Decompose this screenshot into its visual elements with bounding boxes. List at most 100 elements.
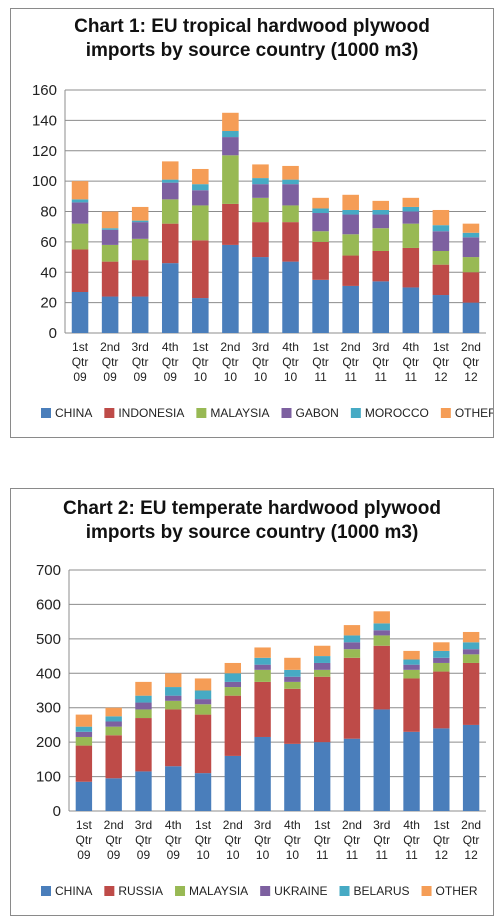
bar-segment-ukraine xyxy=(343,642,361,650)
x-tick-label: Qtr xyxy=(72,355,89,369)
bar-segment-china xyxy=(402,287,420,333)
legend-label-china: CHINA xyxy=(55,406,92,420)
x-tick-label: 1st xyxy=(195,818,212,832)
y-tick-label: 300 xyxy=(36,700,61,717)
x-tick-label: 09 xyxy=(77,848,91,862)
x-tick-label: 3rd xyxy=(132,340,149,354)
bar-segment-belarus xyxy=(433,650,450,658)
x-tick-label: 3rd xyxy=(254,818,271,832)
y-tick-label: 160 xyxy=(32,82,57,99)
bar-segment-russia xyxy=(165,709,182,767)
bar-segment-other xyxy=(403,650,420,660)
bar-segment-belarus xyxy=(165,687,182,696)
legend-swatch-morocco xyxy=(350,408,361,418)
bar-segment-malaysia xyxy=(254,669,271,682)
bar-segment-russia xyxy=(403,678,420,732)
x-tick-label: Qtr xyxy=(402,355,419,369)
x-tick-label: 4th xyxy=(282,340,299,354)
x-tick-label: 11 xyxy=(375,370,388,384)
bar-segment-ukraine xyxy=(403,664,420,670)
bar-segment-other xyxy=(254,647,271,658)
y-tick-label: 0 xyxy=(49,325,57,342)
bar-segment-other xyxy=(75,714,93,727)
bar-segment-belarus xyxy=(313,656,331,663)
bar-segment-morocco xyxy=(432,225,450,232)
x-tick-label: 4th xyxy=(284,818,301,832)
bar-segment-morocco xyxy=(192,184,209,191)
legend-swatch-indonesia xyxy=(104,408,115,418)
x-tick-label: 10 xyxy=(226,848,240,862)
x-tick-label: 09 xyxy=(137,848,151,862)
bar-segment-ukraine xyxy=(313,662,331,670)
bar-segment-malaysia xyxy=(101,244,119,262)
legend-label-other: OTHER xyxy=(436,884,478,898)
x-tick-label: Qtr xyxy=(282,355,299,369)
y-tick-label: 600 xyxy=(36,596,61,613)
bar-segment-other xyxy=(432,209,450,226)
x-tick-label: Qtr xyxy=(222,355,239,369)
bar-segment-morocco xyxy=(131,220,149,223)
bar-segment-malaysia xyxy=(222,155,239,204)
bar-segment-indonesia xyxy=(342,255,359,286)
x-tick-label: Qtr xyxy=(254,833,271,847)
bar-segment-other xyxy=(192,168,209,185)
bar-segment-morocco xyxy=(402,206,420,212)
bar-segment-russia xyxy=(135,718,152,772)
bar-segment-other xyxy=(222,112,239,132)
bar-segment-china xyxy=(313,742,331,811)
bar-segment-other xyxy=(402,197,420,207)
x-tick-label: 12 xyxy=(464,848,478,862)
bar-segment-malaysia xyxy=(462,654,480,663)
x-tick-label: 12 xyxy=(435,848,449,862)
bar-segment-russia xyxy=(313,676,331,743)
x-tick-label: 4th xyxy=(403,818,420,832)
x-tick-label: 11 xyxy=(405,848,418,862)
bar-segment-gabon xyxy=(312,213,329,232)
bar-segment-morocco xyxy=(312,208,329,214)
bar-segment-russia xyxy=(343,657,361,739)
bar-segment-russia xyxy=(105,735,122,779)
legend-swatch-other xyxy=(421,886,432,896)
legend-swatch-russia xyxy=(104,886,115,896)
bar-segment-malaysia xyxy=(252,197,269,223)
bar-segment-malaysia xyxy=(192,205,209,241)
x-tick-label: 10 xyxy=(286,848,300,862)
x-tick-label: Qtr xyxy=(135,833,152,847)
bar-segment-malaysia xyxy=(462,257,480,273)
bar-segment-gabon xyxy=(252,184,269,198)
bar-segment-other xyxy=(462,631,480,643)
bar-segment-other xyxy=(373,611,390,624)
bar-segment-belarus xyxy=(284,669,301,677)
bar-segment-indonesia xyxy=(402,247,420,288)
x-tick-label: 09 xyxy=(107,848,121,862)
bar-segment-malaysia xyxy=(312,231,329,242)
bar-segment-ukraine xyxy=(284,676,301,682)
x-tick-label: Qtr xyxy=(433,833,450,847)
x-tick-label: 2nd xyxy=(341,340,361,354)
bar-segment-russia xyxy=(75,745,93,782)
bar-segment-indonesia xyxy=(432,264,450,296)
bar-segment-china xyxy=(192,298,209,333)
bar-segment-china xyxy=(222,244,239,333)
x-tick-label: 3rd xyxy=(135,818,152,832)
x-tick-label: 2nd xyxy=(220,340,240,354)
bar-segment-gabon xyxy=(101,229,119,245)
bar-segment-gabon xyxy=(282,184,299,206)
x-tick-label: 2nd xyxy=(104,818,124,832)
x-tick-label: 10 xyxy=(256,848,270,862)
x-tick-label: Qtr xyxy=(433,355,450,369)
bar-segment-other xyxy=(462,223,480,233)
bar-segment-russia xyxy=(284,688,301,744)
x-tick-label: 11 xyxy=(346,848,359,862)
x-tick-label: 1st xyxy=(433,818,450,832)
x-tick-label: 10 xyxy=(284,370,298,384)
x-tick-label: 09 xyxy=(164,370,178,384)
legend-swatch-belarus xyxy=(339,886,350,896)
bar-segment-malaysia xyxy=(194,704,212,715)
x-tick-label: Qtr xyxy=(192,355,209,369)
y-tick-label: 40 xyxy=(40,264,57,281)
x-tick-label: Qtr xyxy=(165,833,182,847)
x-tick-label: 10 xyxy=(254,370,268,384)
x-tick-label: 2nd xyxy=(342,818,362,832)
bar-segment-malaysia xyxy=(71,223,89,250)
